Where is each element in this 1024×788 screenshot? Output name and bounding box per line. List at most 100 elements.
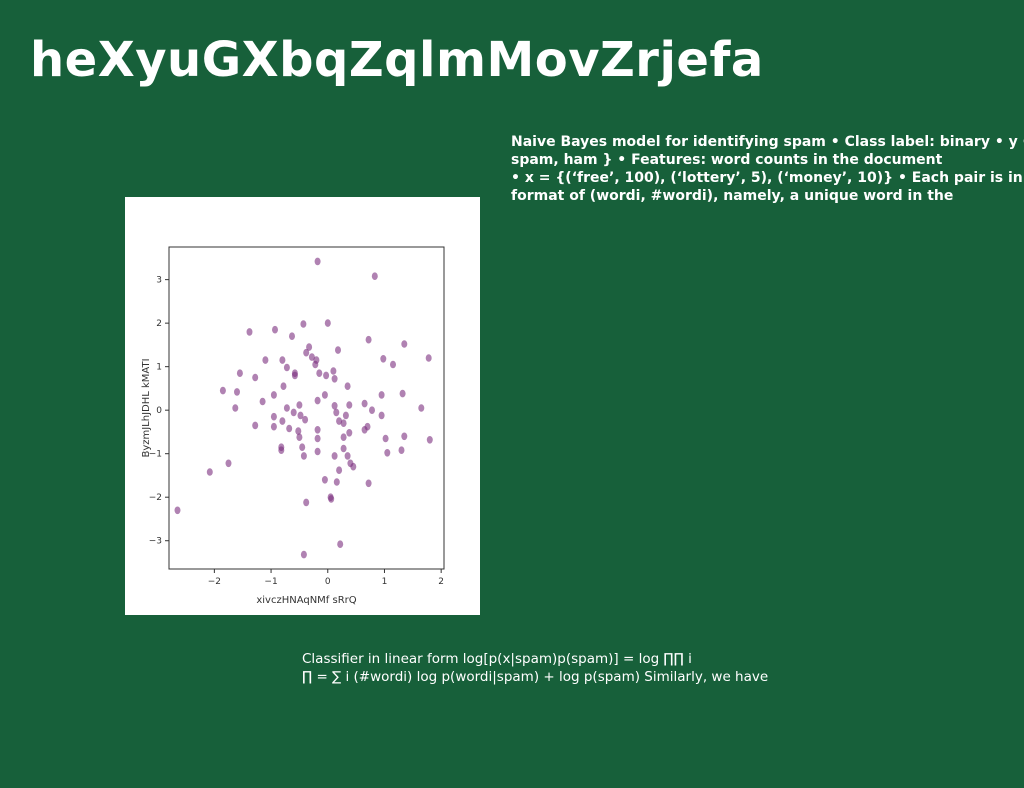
plot-area-frame — [168, 246, 445, 570]
scatter-point-9 — [425, 354, 432, 362]
scatter-point-33 — [234, 388, 240, 396]
scatter-point-45 — [302, 415, 309, 424]
x-axis-label: xivczHNAqNMf sRrQ — [256, 595, 356, 606]
scatter-point-58 — [295, 427, 302, 435]
scatter-point-46 — [331, 402, 338, 410]
scatter-point-20 — [279, 356, 286, 364]
scatter-point-3 — [246, 328, 253, 336]
scatter-point-91 — [328, 495, 335, 503]
scatter-point-21 — [283, 363, 290, 372]
x-tick-label: 0 — [325, 577, 331, 587]
scatter-chart: −2 −1 0 1 2 3 2 1 0 −1 −2 −3 xivczHNAqNMf sRrQ Byzm… — [141, 246, 445, 606]
scatter-point-88 — [333, 478, 340, 486]
scatter-point-74 — [300, 452, 307, 460]
classifier-formula-text: Classifier in linear form log[p(x|spam)p… — [302, 650, 1002, 686]
scatter-point-19 — [262, 356, 269, 364]
scatter-point-59 — [296, 433, 303, 441]
scatter-point-76 — [278, 446, 285, 454]
scatter-point-82 — [336, 466, 343, 475]
scatter-point-17 — [380, 355, 387, 363]
scatter-point-36 — [283, 404, 290, 412]
scatter-point-18 — [390, 360, 396, 369]
body-text-line: format of (wordi, #wordi), namely, a uni… — [511, 188, 954, 204]
scatter-point-15 — [312, 360, 319, 369]
scatter-point-35 — [296, 401, 303, 409]
scatter-point-78 — [340, 444, 347, 453]
y-tick-label: −1 — [149, 450, 162, 460]
scatter-point-6 — [324, 319, 331, 327]
scatter-point-13 — [308, 353, 315, 361]
scatter-point-1 — [314, 257, 321, 266]
scatter-point-68 — [340, 433, 347, 441]
axis-ticks-group: −2 −1 0 1 2 3 2 1 0 −1 −2 −3 — [149, 276, 444, 587]
y-tick-label: −3 — [149, 537, 162, 547]
slide-title: heXyuGXbqZqlmMovZrjefa — [30, 32, 764, 88]
scatter-point-84 — [398, 446, 405, 454]
scatter-point-55 — [270, 422, 277, 431]
x-tick-label: −1 — [264, 577, 277, 587]
y-axis-label: ByzmJLhJDHL kMATI — [141, 358, 152, 457]
scatter-point-73 — [299, 443, 306, 451]
scatter-point-27 — [236, 369, 243, 377]
scatter-point-32 — [219, 386, 226, 395]
scatter-point-49 — [361, 399, 368, 408]
scatter-point-31 — [344, 382, 351, 390]
scatter-point-23 — [316, 369, 323, 377]
scatter-point-67 — [346, 429, 353, 437]
scatter-point-30 — [280, 382, 287, 390]
scatter-point-71 — [426, 436, 433, 444]
formula-line: ∏ = ∑ i (#wordi) log p(wordi|spam) + log… — [302, 669, 769, 685]
scatter-point-66 — [361, 426, 368, 434]
scatter-figure-panel: −2 −1 0 1 2 3 2 1 0 −1 −2 −3 xivczHNAqNMf sRrQ Byzm… — [125, 197, 480, 615]
scatter-point-83 — [384, 449, 391, 457]
scatter-point-62 — [336, 417, 343, 425]
scatter-points-group — [174, 257, 433, 559]
scatter-point-4 — [272, 325, 278, 334]
scatter-point-79 — [344, 452, 351, 460]
y-tick-label: 0 — [156, 406, 162, 416]
scatter-point-63 — [340, 419, 347, 427]
scatter-point-11 — [306, 343, 313, 351]
scatter-point-44 — [297, 411, 304, 420]
scatter-point-85 — [206, 468, 213, 476]
scatter-point-52 — [418, 404, 425, 412]
scatter-point-50 — [369, 406, 375, 414]
scatter-point-34 — [270, 391, 277, 399]
body-text-line: Naive Bayes model for identifying spam •… — [511, 134, 1024, 150]
scatter-point-5 — [300, 320, 307, 328]
scatter-point-10 — [289, 332, 295, 340]
y-tick-label: −2 — [149, 493, 162, 503]
scatter-point-25 — [330, 367, 337, 375]
scatter-point-51 — [378, 411, 385, 420]
body-text-block: Naive Bayes model for identifying spam •… — [511, 133, 1024, 213]
scatter-point-8 — [401, 340, 408, 348]
scatter-point-38 — [321, 391, 328, 399]
scatter-point-77 — [331, 452, 338, 460]
scatter-point-16 — [335, 346, 341, 354]
scatter-point-48 — [346, 401, 353, 409]
x-tick-label: 2 — [438, 577, 444, 587]
scatter-point-70 — [401, 432, 408, 441]
scatter-point-2 — [371, 272, 378, 280]
scatter-point-86 — [225, 459, 232, 468]
scatter-point-69 — [382, 434, 389, 443]
scatter-point-87 — [321, 476, 328, 484]
scatter-point-89 — [365, 479, 372, 488]
x-tick-label: −2 — [208, 577, 221, 587]
scatter-point-95 — [300, 550, 307, 559]
scatter-point-75 — [314, 447, 321, 456]
scatter-point-61 — [314, 434, 321, 443]
body-text-line: • x = {(‘free’, 100), (‘lottery’, 5), (‘… — [511, 170, 1023, 186]
scatter-point-26 — [331, 375, 338, 383]
scatter-point-94 — [337, 540, 344, 548]
y-tick-label: 3 — [156, 276, 162, 286]
scatter-point-64 — [342, 411, 349, 420]
scatter-point-41 — [232, 404, 239, 412]
y-tick-label: 2 — [156, 319, 162, 329]
scatter-point-57 — [286, 424, 293, 433]
scatter-point-54 — [252, 421, 259, 430]
scatter-point-29 — [291, 371, 298, 380]
scatter-point-12 — [303, 348, 310, 357]
scatter-point-93 — [174, 506, 181, 515]
x-tick-label: 1 — [382, 577, 388, 587]
